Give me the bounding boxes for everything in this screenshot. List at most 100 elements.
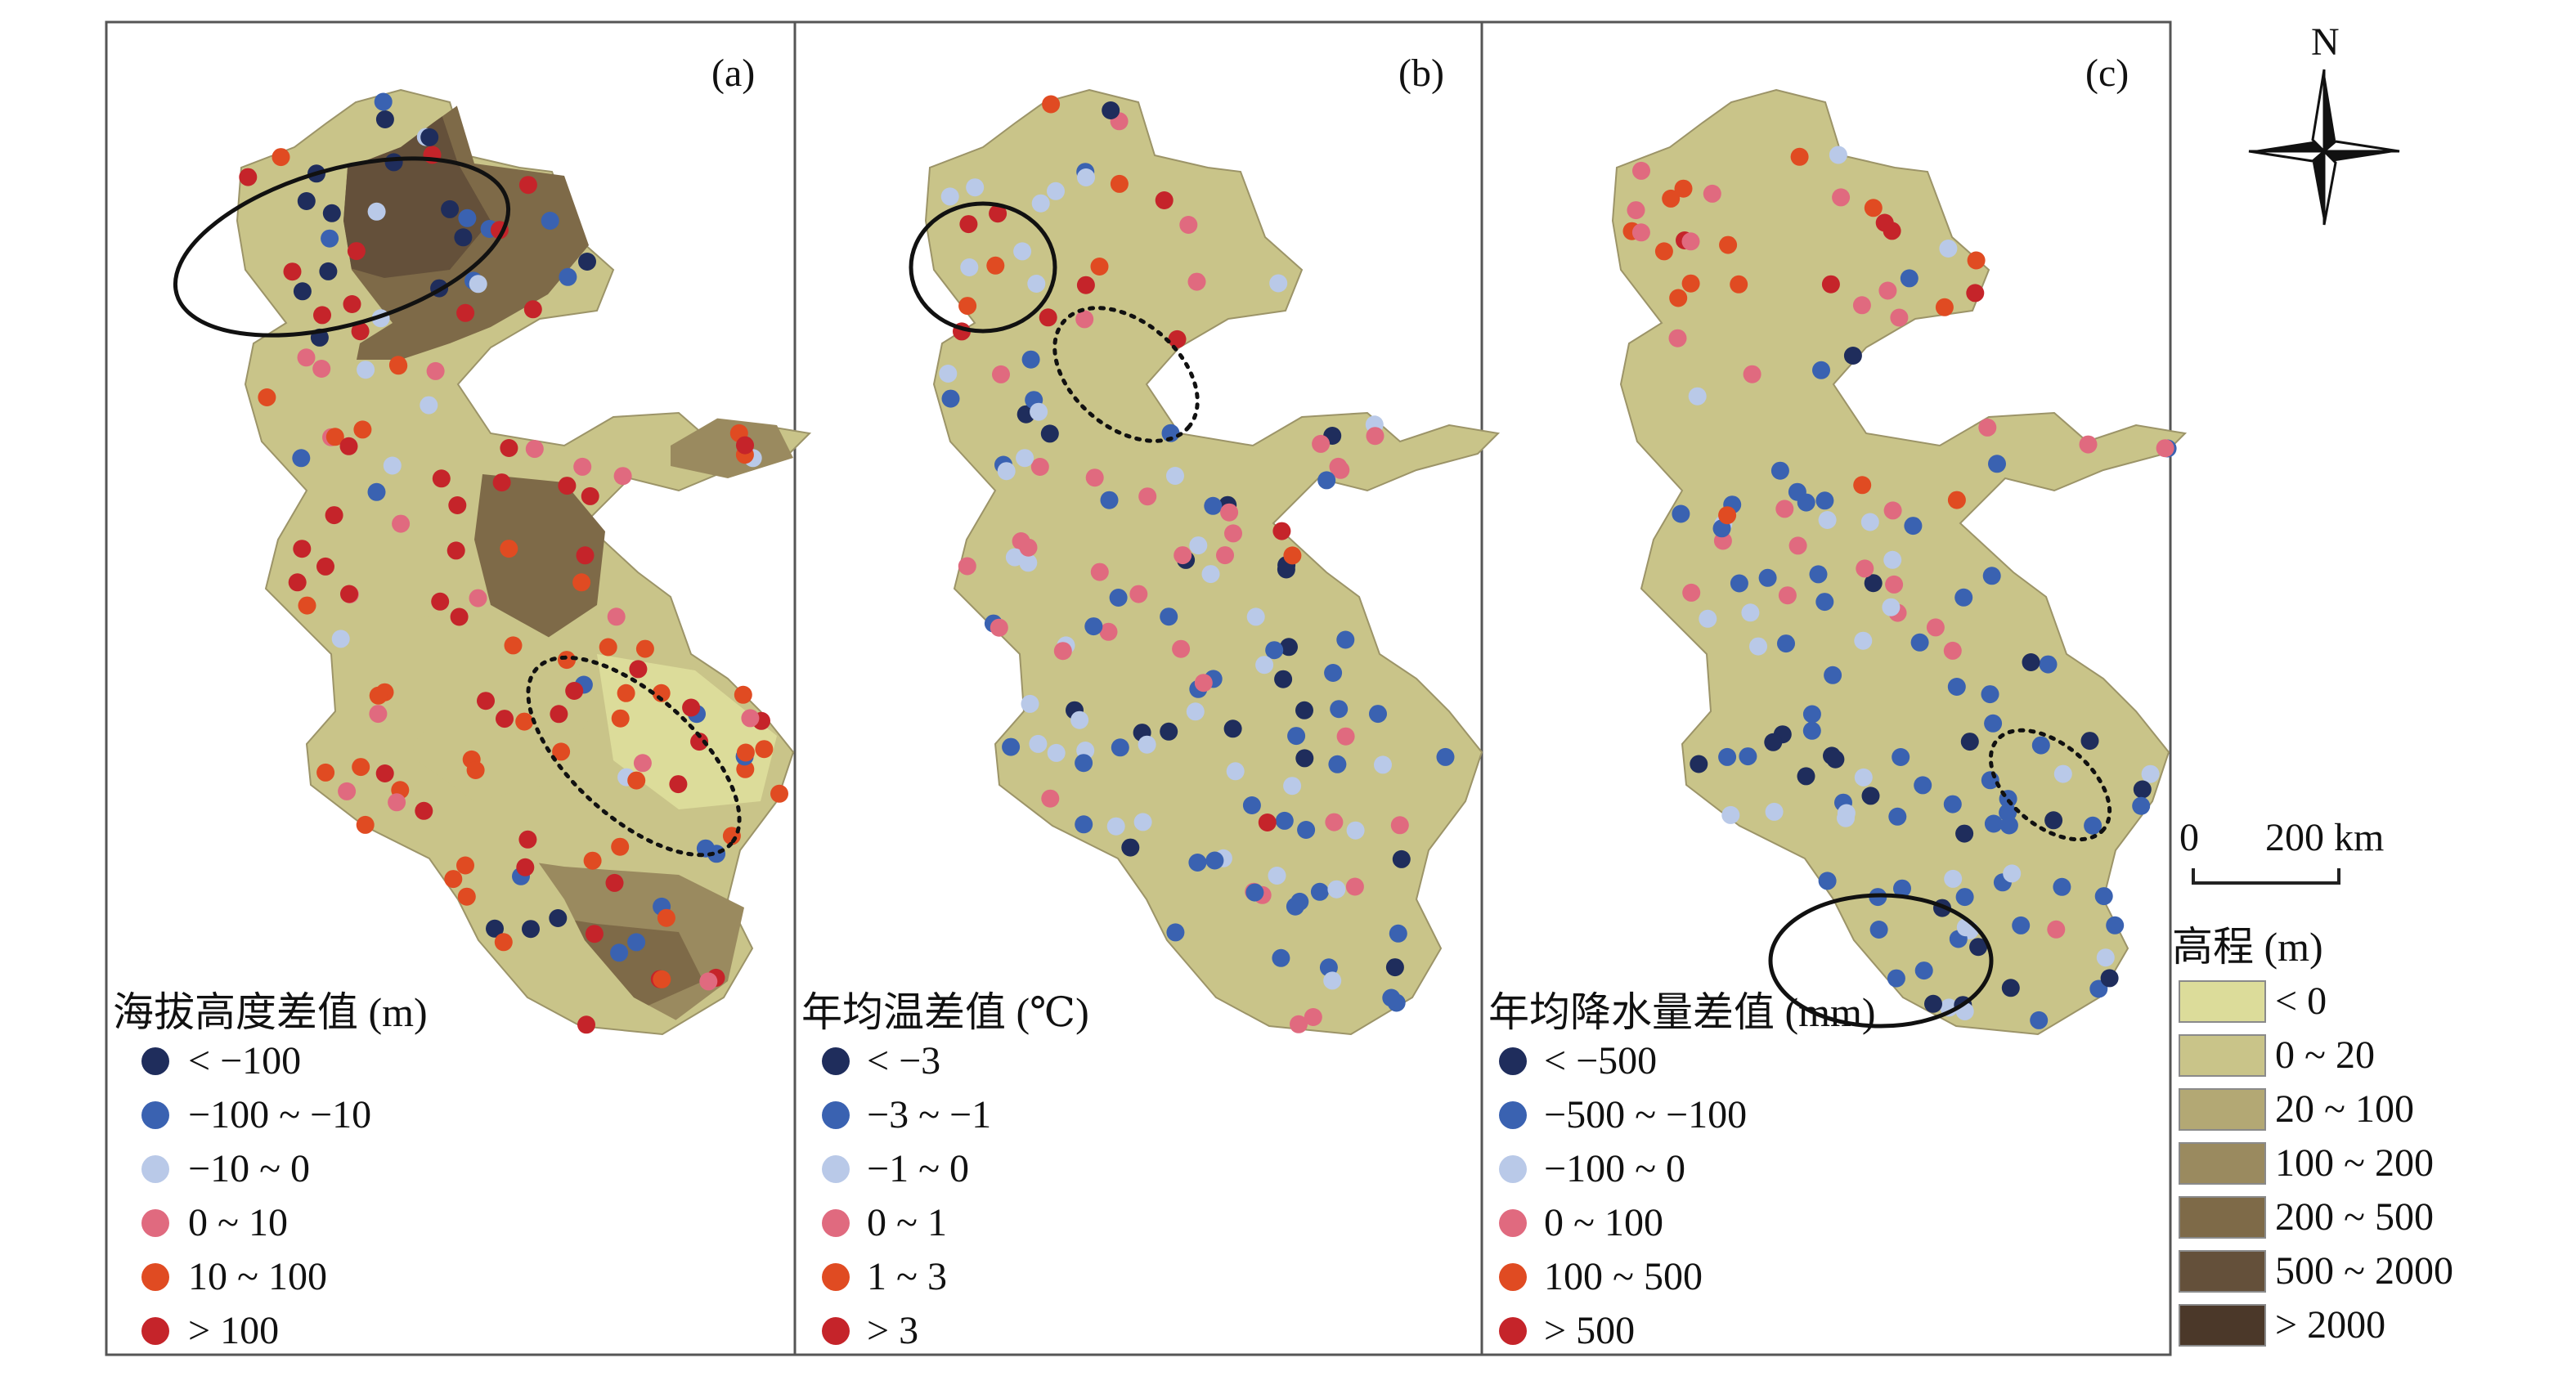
station-point (1382, 988, 1401, 1007)
station-point (1016, 449, 1034, 468)
station-point (1392, 849, 1411, 868)
station-point (1075, 310, 1094, 329)
station-point (1721, 805, 1740, 824)
station-point (1268, 867, 1286, 885)
station-point (1138, 487, 1157, 506)
station-point (1853, 476, 1872, 495)
highlight-ellipse-solid (1768, 893, 1994, 1029)
station-point (549, 909, 568, 927)
station-point (338, 782, 357, 800)
station-point (986, 256, 1005, 275)
station-point (1775, 500, 1794, 518)
station-point (1039, 308, 1057, 327)
legend-label: < −500 (1544, 1039, 1657, 1082)
station-point (1174, 546, 1192, 565)
station-point (367, 482, 386, 501)
station-point (522, 920, 540, 939)
station-point (1662, 189, 1681, 208)
legend-label: 1 ~ 3 (867, 1255, 947, 1298)
elevation-swatch-2 (2179, 1034, 2266, 1077)
station-point (2012, 916, 2031, 935)
elevation-legend: 高程 (m) < 0 0 ~ 20 20 ~ 100 100 ~ 200 200… (2172, 924, 2453, 1347)
station-point (1883, 501, 1902, 520)
station-point (283, 262, 302, 281)
station-point (1982, 567, 2001, 585)
station-point (1186, 702, 1205, 721)
station-point (504, 636, 523, 655)
station-point (736, 436, 754, 455)
map-panel-b (925, 89, 1499, 1035)
station-point (1947, 678, 1966, 696)
station-point (1854, 768, 1873, 787)
station-point (444, 870, 463, 889)
station-point (1166, 923, 1185, 942)
elevation-label: 500 ~ 2000 (2275, 1249, 2453, 1293)
legend-swatch-4 (822, 1209, 850, 1237)
station-point (558, 477, 577, 495)
station-point (456, 303, 475, 322)
station-point (1955, 824, 1974, 843)
station-point (1075, 754, 1093, 773)
legend-swatch-6 (141, 1317, 169, 1345)
station-point (339, 437, 358, 455)
station-point (343, 295, 361, 313)
legend-label: −100 ~ −10 (188, 1093, 371, 1136)
station-point (1019, 538, 1038, 557)
station-point (2094, 887, 2113, 906)
station-point (1275, 811, 1294, 830)
station-point (2084, 816, 2103, 835)
elevation-swatch-5 (2179, 1196, 2266, 1239)
station-point (1205, 851, 1224, 870)
station-point (312, 360, 331, 378)
station-point (374, 92, 393, 111)
station-point (992, 365, 1010, 383)
station-point (518, 830, 537, 849)
legend-swatch-5 (822, 1263, 850, 1291)
station-point (496, 710, 514, 728)
station-point (635, 639, 654, 658)
station-point (1856, 559, 1874, 578)
station-point (447, 541, 465, 560)
station-point (1327, 880, 1346, 899)
station-point (1295, 701, 1313, 719)
station-point (1106, 817, 1125, 836)
elevation-label: 0 ~ 20 (2275, 1033, 2375, 1077)
station-point (375, 110, 394, 128)
legend-swatch-1 (1499, 1047, 1527, 1075)
station-point (515, 712, 534, 731)
station-point (1090, 563, 1109, 581)
station-point (1788, 536, 1807, 555)
station-point (1286, 897, 1304, 916)
station-point (1943, 641, 1962, 660)
station-point (347, 242, 366, 261)
legend-swatch-2 (1499, 1101, 1527, 1129)
station-point (1699, 609, 1717, 628)
station-point (1280, 638, 1298, 657)
station-point (1815, 491, 1834, 510)
station-point (1436, 747, 1455, 766)
station-point (565, 682, 584, 700)
station-point (1346, 821, 1365, 840)
station-point (2132, 796, 2151, 815)
legend-label: 10 ~ 100 (188, 1255, 327, 1298)
legend-swatch-6 (822, 1317, 850, 1345)
map-panel-c (1612, 89, 2186, 1035)
station-point (552, 742, 571, 761)
station-point (1890, 308, 1909, 327)
station-point (1914, 961, 1933, 980)
station-point (1389, 924, 1407, 943)
station-point (1345, 877, 1364, 896)
station-point (611, 837, 630, 856)
station-point (572, 573, 591, 592)
legend-label: −1 ~ 0 (867, 1147, 969, 1190)
station-point (577, 1015, 595, 1034)
station-point (958, 297, 977, 316)
station-point (1765, 802, 1784, 821)
station-point (1129, 585, 1148, 603)
station-point (1042, 95, 1061, 114)
station-point (989, 204, 1008, 223)
station-point (1385, 958, 1404, 977)
legend-label: −10 ~ 0 (188, 1147, 310, 1190)
station-point (966, 178, 985, 197)
station-point (1809, 565, 1828, 584)
